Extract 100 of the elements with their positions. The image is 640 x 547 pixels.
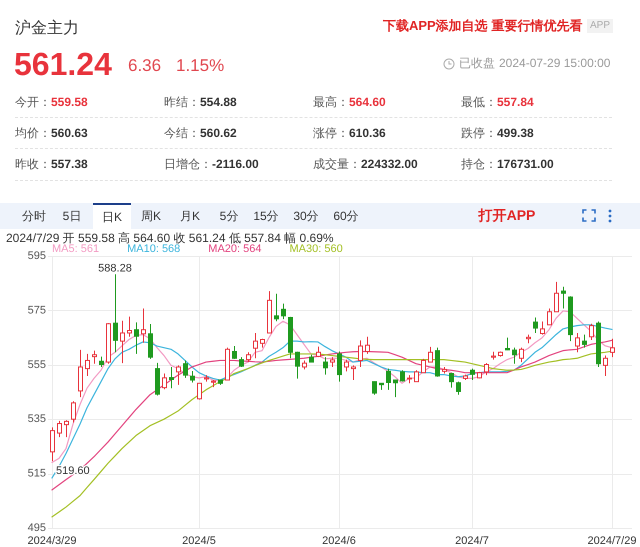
candlestick	[50, 426, 55, 462]
candlestick	[358, 340, 363, 368]
text: 沪金主力	[15, 20, 79, 38]
y-tick-label: 495	[28, 522, 46, 534]
candlestick	[148, 324, 153, 360]
text: APP	[587, 19, 614, 32]
candlestick	[610, 338, 615, 358]
y-tick-label: 575	[28, 304, 46, 316]
candlestick	[183, 360, 188, 378]
candlestick	[99, 356, 104, 368]
candlestick	[449, 372, 454, 388]
text: 6.36	[128, 56, 162, 76]
candlestick	[232, 346, 237, 360]
candlestick	[134, 322, 139, 354]
candlestick	[421, 358, 426, 374]
candlestick	[337, 350, 342, 382]
candlestick	[603, 355, 608, 376]
candlestick	[176, 364, 181, 386]
text: 559.58	[51, 95, 88, 109]
text: 今开：	[15, 95, 51, 109]
candlestick	[533, 316, 538, 334]
candlestick	[57, 420, 62, 438]
text: 560.62	[200, 126, 237, 140]
candlestick	[120, 320, 125, 364]
candlestick	[127, 316, 132, 338]
candlestick	[372, 380, 377, 396]
candlestick	[575, 332, 580, 353]
candlestick	[505, 337, 510, 351]
candlestick	[589, 323, 594, 341]
text: 昨结：	[164, 95, 200, 109]
text: 跌停：	[461, 126, 497, 140]
text: 560.63	[51, 126, 88, 140]
candlestick	[456, 381, 461, 396]
y-tick-label: 595	[28, 250, 46, 262]
text: 176731.00	[497, 157, 554, 171]
candlestick	[428, 346, 433, 363]
candlestick	[295, 351, 300, 380]
candlestick	[246, 352, 251, 363]
candlestick	[365, 336, 370, 354]
text: 564.60	[349, 95, 386, 109]
text: 1.15%	[176, 56, 224, 76]
text: 557.84	[497, 95, 534, 109]
candlestick	[547, 308, 552, 326]
y-tick-label: 555	[28, 358, 46, 371]
text: -2116.00	[212, 157, 259, 171]
candlestick	[169, 366, 174, 389]
candlestick	[540, 321, 545, 336]
candlestick	[281, 303, 286, 320]
line-series	[51, 340, 613, 491]
candlestick	[582, 334, 587, 348]
text: 499.38	[497, 126, 534, 140]
candlestick	[239, 356, 244, 368]
text: 554.88	[200, 95, 237, 109]
text: 已收盘	[459, 56, 495, 71]
candlestick	[561, 286, 566, 309]
candlestick	[141, 308, 146, 344]
annotation: 588.28	[98, 262, 132, 274]
candlestick	[253, 332, 258, 359]
y-tick-label: 515	[28, 468, 46, 480]
x-tick-label: 2024/5	[182, 535, 216, 547]
text: 日增仓：	[164, 157, 212, 171]
candlestick	[113, 274, 118, 353]
candlestick	[484, 362, 489, 376]
tab-bar: 分时 5日 日K 周K 月K 5分 15分 30分 60分 打开APP	[0, 203, 640, 229]
candlestick	[323, 356, 328, 376]
text: 最高：	[313, 95, 349, 109]
y-tick-label: 535	[28, 413, 46, 426]
text: 涨停：	[313, 126, 349, 140]
text: 2024-07-29 15:00:00	[499, 56, 610, 71]
candlestick	[512, 347, 517, 364]
candlestick	[554, 281, 559, 312]
text: MA5: 561	[52, 243, 100, 255]
text: 成交量：	[313, 157, 361, 171]
text: 下载APP添加自选 重要行情优先看	[383, 18, 582, 34]
candlestick	[351, 364, 356, 381]
candlestick	[197, 382, 202, 400]
text: MA30: 560	[290, 243, 343, 255]
text: 持仓：	[461, 157, 497, 171]
candlestick	[64, 420, 69, 438]
text: 224332.00	[361, 157, 418, 171]
candlestick	[393, 378, 398, 398]
candlestick	[519, 347, 524, 363]
text: 2024/7/29 开 559.58 高 564.60 收 561.24 低 557.84 幅 0.69%	[6, 231, 334, 245]
candlestick	[470, 368, 475, 381]
candlestick	[85, 353, 90, 376]
text: 昨收：	[15, 157, 51, 171]
candlestick	[414, 370, 419, 382]
x-tick-label: 2024/6	[322, 535, 356, 547]
text: 均价：	[15, 126, 51, 140]
text: MA20: 564	[208, 243, 262, 255]
candlestick	[71, 400, 76, 423]
text: 561.24	[14, 46, 112, 83]
text: 今结：	[164, 126, 200, 140]
candlestick	[330, 356, 335, 368]
candlestick	[274, 293, 279, 322]
text: MA10: 568	[127, 243, 180, 255]
candlestick	[78, 349, 83, 398]
x-tick-label: 2024/3/29	[28, 535, 76, 547]
candlestick	[190, 370, 195, 383]
x-tick-label: 2024/7	[455, 535, 489, 547]
